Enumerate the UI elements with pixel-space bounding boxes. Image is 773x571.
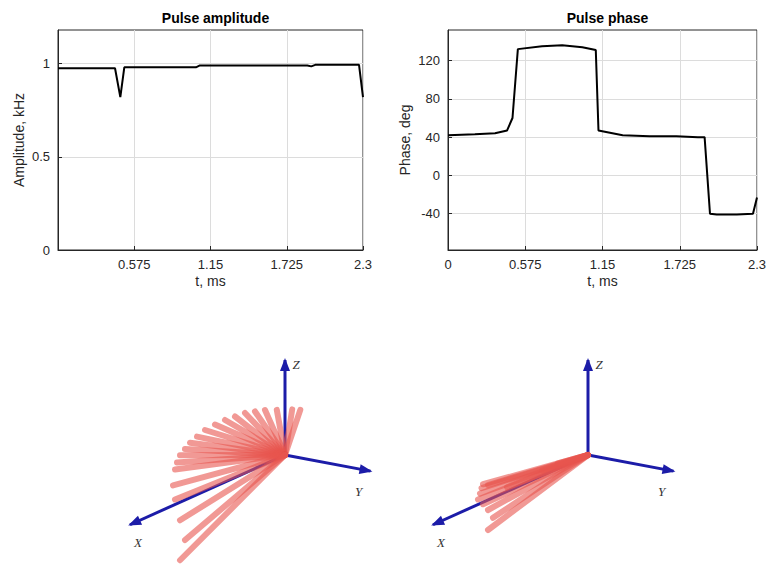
svg-text:Phase, deg: Phase, deg xyxy=(397,105,413,176)
svg-text:Y: Y xyxy=(355,484,364,499)
svg-text:Z: Z xyxy=(292,357,300,372)
svg-text:Pulse phase: Pulse phase xyxy=(567,10,649,26)
svg-text:Z: Z xyxy=(595,357,603,372)
svg-text:2.3: 2.3 xyxy=(748,257,766,272)
svg-text:0.575: 0.575 xyxy=(509,257,542,272)
svg-text:Amplitude, kHz: Amplitude, kHz xyxy=(11,93,27,187)
svg-text:0: 0 xyxy=(433,168,440,183)
svg-text:t, ms: t, ms xyxy=(195,273,225,289)
svg-text:-40: -40 xyxy=(421,206,440,221)
svg-text:1.725: 1.725 xyxy=(663,257,696,272)
svg-text:40: 40 xyxy=(426,130,440,145)
svg-text:0.575: 0.575 xyxy=(118,257,151,272)
svg-text:1.725: 1.725 xyxy=(270,257,303,272)
svg-text:0.5: 0.5 xyxy=(32,149,50,164)
svg-text:t, ms: t, ms xyxy=(587,273,617,289)
svg-text:Y: Y xyxy=(658,484,667,499)
svg-text:X: X xyxy=(436,535,446,550)
svg-text:1.15: 1.15 xyxy=(590,257,615,272)
svg-text:1: 1 xyxy=(43,56,50,71)
svg-text:Pulse amplitude: Pulse amplitude xyxy=(162,10,270,26)
svg-text:0: 0 xyxy=(43,243,50,258)
svg-text:X: X xyxy=(133,535,143,550)
svg-text:80: 80 xyxy=(426,91,440,106)
svg-text:2.3: 2.3 xyxy=(354,257,372,272)
svg-text:0: 0 xyxy=(444,257,451,272)
svg-text:1.15: 1.15 xyxy=(198,257,223,272)
svg-text:120: 120 xyxy=(418,53,440,68)
